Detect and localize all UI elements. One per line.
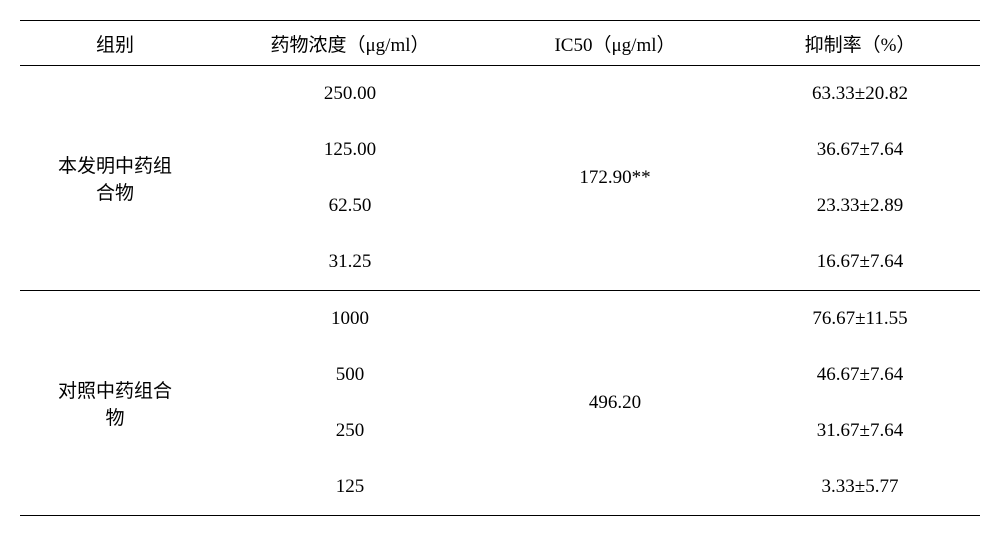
column-header-concentration: 药物浓度（μg/ml） <box>210 21 490 66</box>
table-row: 对照中药组合物 1000 496.20 76.67±11.55 <box>20 291 980 348</box>
rate-cell: 36.67±7.64 <box>740 122 980 178</box>
rate-cell: 63.33±20.82 <box>740 66 980 123</box>
rate-cell: 16.67±7.64 <box>740 234 980 291</box>
group-name-cell: 本发明中药组合物 <box>20 66 210 291</box>
concentration-cell: 250.00 <box>210 66 490 123</box>
table-header-row: 组别 药物浓度（μg/ml） IC50（μg/ml） 抑制率（%） <box>20 21 980 66</box>
data-table: 组别 药物浓度（μg/ml） IC50（μg/ml） 抑制率（%） 本发明中药组… <box>20 20 980 516</box>
ic50-cell: 496.20 <box>490 291 740 516</box>
concentration-cell: 31.25 <box>210 234 490 291</box>
column-header-ic50: IC50（μg/ml） <box>490 21 740 66</box>
column-header-group: 组别 <box>20 21 210 66</box>
table-body: 本发明中药组合物 250.00 172.90** 63.33±20.82 125… <box>20 66 980 516</box>
rate-cell: 46.67±7.64 <box>740 347 980 403</box>
group-name: 对照中药组合物 <box>58 381 172 429</box>
rate-cell: 23.33±2.89 <box>740 178 980 234</box>
concentration-cell: 250 <box>210 403 490 459</box>
rate-cell: 3.33±5.77 <box>740 459 980 516</box>
column-header-inhibition: 抑制率（%） <box>740 21 980 66</box>
concentration-cell: 125.00 <box>210 122 490 178</box>
rate-cell: 76.67±11.55 <box>740 291 980 348</box>
group-name: 本发明中药组合物 <box>58 156 172 204</box>
rate-cell: 31.67±7.64 <box>740 403 980 459</box>
concentration-cell: 62.50 <box>210 178 490 234</box>
concentration-cell: 500 <box>210 347 490 403</box>
concentration-cell: 1000 <box>210 291 490 348</box>
ic50-cell: 172.90** <box>490 66 740 291</box>
table-row: 本发明中药组合物 250.00 172.90** 63.33±20.82 <box>20 66 980 123</box>
group-name-cell: 对照中药组合物 <box>20 291 210 516</box>
concentration-cell: 125 <box>210 459 490 516</box>
